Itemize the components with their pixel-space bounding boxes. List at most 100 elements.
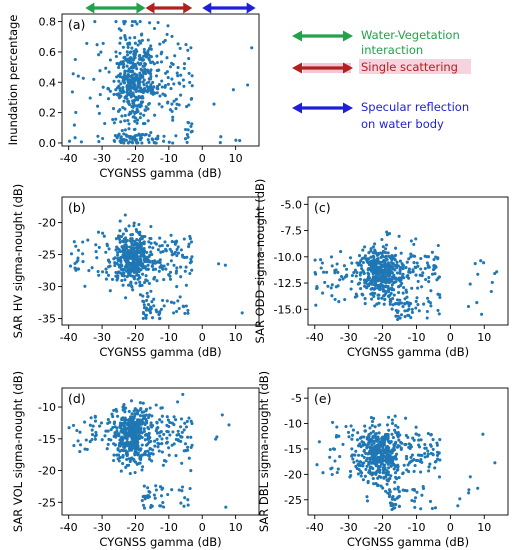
- data-point: [384, 471, 388, 475]
- arrow-head-right: [136, 2, 146, 14]
- data-point: [160, 406, 164, 410]
- data-point: [179, 275, 183, 279]
- data-point: [137, 94, 141, 99]
- data-point: [143, 438, 147, 442]
- data-point: [119, 28, 123, 32]
- data-point: [136, 98, 140, 102]
- data-point: [140, 435, 144, 440]
- data-point: [392, 467, 396, 471]
- data-point: [133, 119, 137, 123]
- data-point: [125, 90, 129, 94]
- data-point: [388, 297, 392, 302]
- data-point: [118, 87, 122, 91]
- data-point: [153, 267, 158, 271]
- data-point: [162, 304, 166, 308]
- scatter-panel-3: -40 -30 -20 -10 0 10 -15.0 -12.5 -10.0 -7.5 -5.0 CY…: [253, 179, 509, 359]
- data-point: [372, 258, 376, 262]
- data-point: [167, 273, 171, 277]
- data-point: [129, 84, 133, 88]
- x-tick-label: -10: [160, 331, 178, 344]
- data-point: [143, 234, 147, 239]
- data-point: [136, 418, 140, 422]
- data-point: [99, 421, 104, 425]
- data-point: [315, 285, 319, 289]
- data-point: [390, 432, 394, 436]
- data-point: [183, 442, 188, 446]
- data-point: [174, 97, 178, 101]
- data-point: [98, 93, 102, 97]
- data-point: [346, 430, 351, 434]
- data-point: [426, 255, 431, 259]
- data-point: [116, 274, 120, 278]
- data-point: [104, 277, 108, 281]
- data-point: [175, 266, 179, 270]
- data-point: [416, 458, 420, 462]
- data-point: [396, 468, 400, 472]
- data-point: [122, 449, 126, 453]
- data-point: [475, 301, 479, 305]
- data-point: [176, 299, 180, 303]
- arrow-head-right: [183, 2, 193, 14]
- data-point: [142, 312, 146, 316]
- data-point: [115, 245, 119, 249]
- data-point: [123, 256, 127, 260]
- data-point: [130, 247, 134, 251]
- data-point: [409, 252, 413, 256]
- data-point: [135, 67, 139, 71]
- data-point: [152, 304, 156, 308]
- data-point: [122, 274, 126, 278]
- data-point: [355, 270, 359, 275]
- data-point: [182, 428, 186, 432]
- data-point: [126, 266, 130, 270]
- data-point: [173, 242, 177, 246]
- data-point: [431, 268, 436, 272]
- data-point: [174, 107, 178, 111]
- data-point: [118, 41, 122, 45]
- data-point: [142, 429, 146, 433]
- data-point: [427, 465, 431, 469]
- data-point: [156, 84, 160, 88]
- y-tick-label: 0.0: [39, 137, 57, 150]
- data-point: [404, 433, 408, 437]
- data-point: [140, 418, 144, 423]
- data-point: [397, 504, 401, 508]
- data-point: [171, 62, 175, 66]
- data-point: [115, 61, 119, 66]
- data-point: [182, 237, 186, 241]
- data-point: [396, 485, 400, 489]
- data-point: [375, 265, 379, 269]
- data-point: [189, 257, 193, 261]
- data-point: [142, 257, 146, 262]
- data-point: [190, 443, 194, 447]
- data-point: [189, 240, 194, 244]
- data-point: [187, 56, 191, 61]
- data-point: [151, 261, 155, 266]
- data-point: [126, 257, 130, 261]
- data-point: [414, 299, 418, 303]
- data-point: [438, 438, 442, 442]
- data-point: [161, 298, 165, 302]
- data-point: [406, 313, 410, 317]
- data-point: [139, 248, 143, 252]
- data-point: [138, 138, 143, 142]
- data-point: [394, 253, 398, 257]
- data-point: [353, 453, 357, 457]
- data-point: [184, 304, 188, 308]
- y-tick-label: -15: [38, 433, 56, 446]
- data-point: [141, 294, 145, 298]
- data-point: [168, 65, 173, 69]
- data-point: [321, 471, 325, 475]
- data-point: [171, 141, 175, 145]
- data-point: [128, 59, 133, 63]
- data-point: [381, 255, 385, 259]
- data-point: [72, 444, 76, 448]
- data-point: [146, 449, 150, 453]
- data-point: [176, 438, 180, 442]
- data-point: [170, 102, 174, 106]
- data-point: [326, 284, 330, 288]
- data-point: [125, 275, 129, 279]
- data-point: [190, 97, 194, 101]
- data-point: [411, 254, 415, 258]
- data-point: [158, 260, 162, 265]
